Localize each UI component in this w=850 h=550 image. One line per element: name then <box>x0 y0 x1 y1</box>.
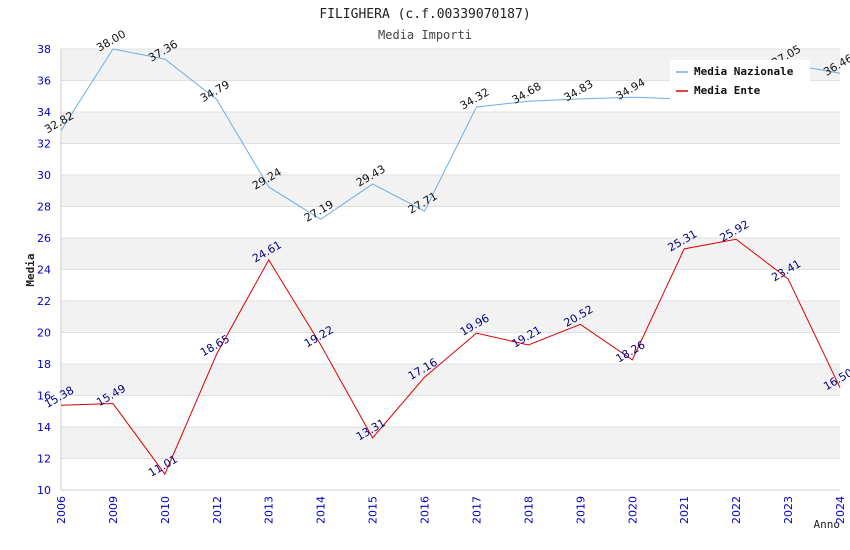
y-tick-label: 18 <box>37 358 51 371</box>
grid-band <box>61 395 840 427</box>
y-tick-label: 22 <box>37 295 51 308</box>
grid-band <box>61 364 840 396</box>
y-ticks: 10 12 14 16 18 20 22 24 26 28 30 32 34 36 38 <box>37 43 51 497</box>
x-tick-label: 2019 <box>574 496 587 524</box>
x-tick-label: 2013 <box>263 496 276 524</box>
x-axis-label: Anno <box>814 518 841 531</box>
grid-band <box>61 458 840 490</box>
y-tick-label: 10 <box>37 484 51 497</box>
legend-label-ente: Media Ente <box>694 84 761 97</box>
grid-band <box>61 175 840 207</box>
x-tick-label: 2017 <box>470 496 483 524</box>
x-tick-label: 2006 <box>55 496 68 524</box>
grid-band <box>61 301 840 333</box>
y-axis-label: Media <box>24 253 37 286</box>
grid-bands <box>61 49 840 490</box>
grid-band <box>61 206 840 238</box>
x-tick-label: 2021 <box>678 496 691 524</box>
x-tick-label: 2009 <box>107 496 120 524</box>
y-tick-label: 36 <box>37 75 51 88</box>
y-tick-label: 32 <box>37 138 51 151</box>
y-tick-label: 24 <box>37 264 51 277</box>
x-tick-label: 2014 <box>315 496 328 524</box>
y-tick-label: 14 <box>37 421 51 434</box>
x-tick-label: 2024 <box>834 496 847 524</box>
x-tick-label: 2022 <box>730 496 743 524</box>
x-ticks: 2006 2009 2010 2012 2013 2014 2015 2016 2017 2018… <box>55 496 847 524</box>
y-tick-label: 28 <box>37 201 51 214</box>
x-tick-label: 2016 <box>419 496 432 524</box>
y-tick-label: 16 <box>37 390 51 403</box>
legend-label-nazionale: Media Nazionale <box>694 65 794 78</box>
x-tick-label: 2023 <box>782 496 795 524</box>
x-tick-label: 2010 <box>159 496 172 524</box>
grid-band <box>61 332 840 364</box>
grid-band <box>61 112 840 144</box>
x-tick-label: 2015 <box>367 496 380 524</box>
legend: Media Nazionale Media Ente <box>670 60 810 100</box>
y-tick-label: 34 <box>37 106 51 119</box>
gridlines <box>61 48 840 491</box>
y-tick-label: 20 <box>37 327 51 340</box>
y-tick-label: 12 <box>37 453 51 466</box>
legend-box <box>670 60 810 100</box>
grid-band <box>61 427 840 459</box>
x-tick-label: 2020 <box>626 496 639 524</box>
chart-subtitle: Media Importi <box>378 28 472 42</box>
y-tick-label: 38 <box>37 43 51 56</box>
x-tick-label: 2018 <box>522 496 535 524</box>
chart-title: FILIGHERA (c.f.00339070187) <box>319 7 530 22</box>
series-line-media-ente <box>60 238 841 476</box>
grid-band <box>61 269 840 301</box>
y-tick-label: 26 <box>37 232 51 245</box>
y-tick-label: 30 <box>37 169 51 182</box>
x-tick-label: 2012 <box>211 496 224 524</box>
grid-band <box>61 238 840 270</box>
